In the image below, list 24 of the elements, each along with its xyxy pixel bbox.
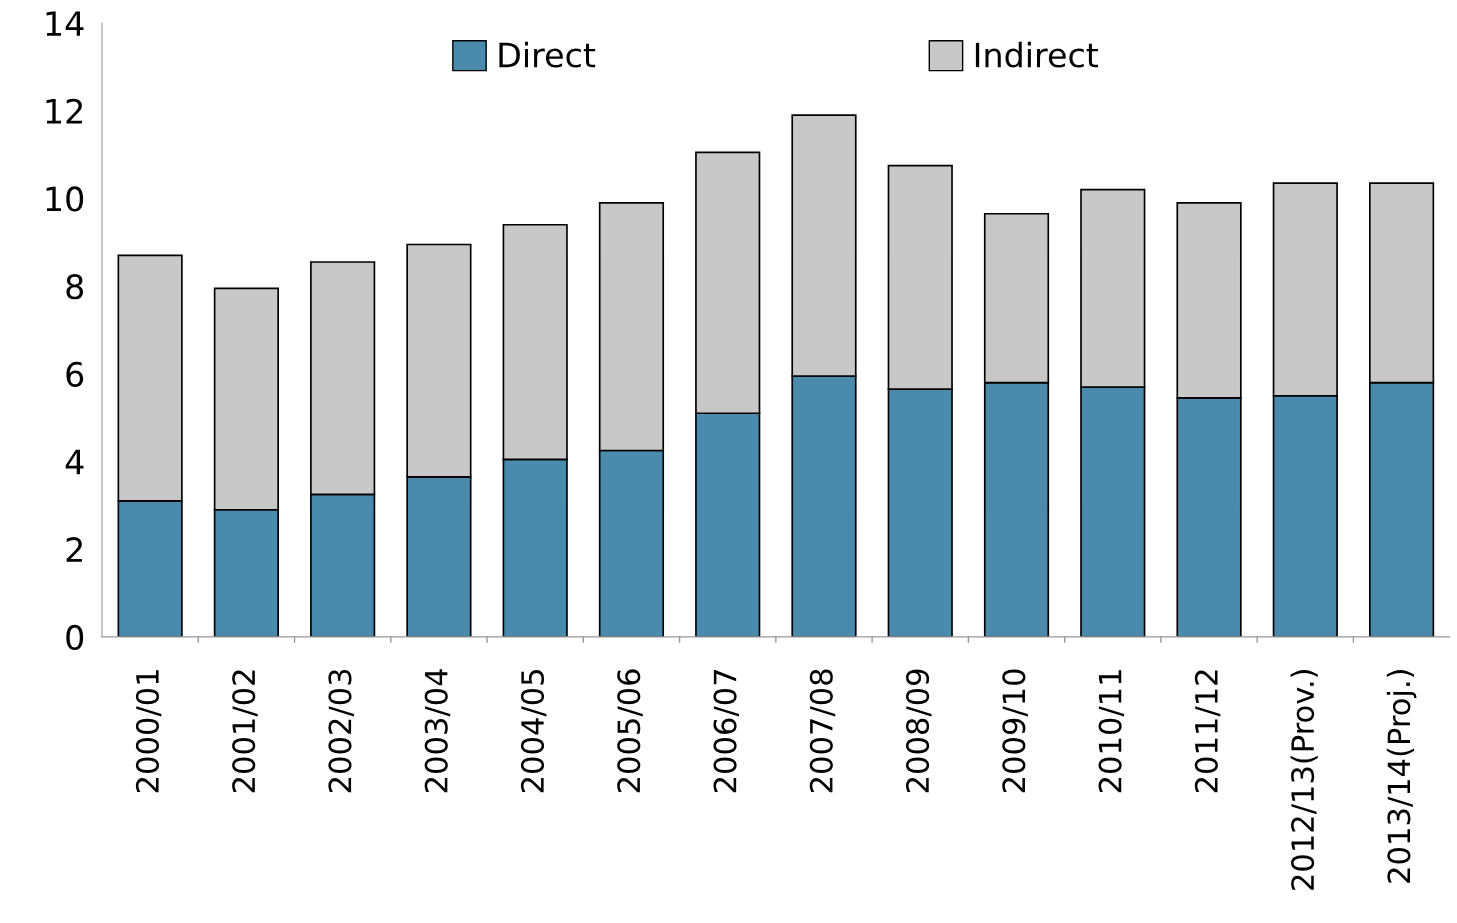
x-tick-label: 2010/11 (1098, 670, 1125, 793)
x-tick-label: 2003/04 (424, 669, 451, 793)
y-tick-label: 4 (65, 449, 84, 475)
x-tick-label: 2007/08 (809, 669, 836, 793)
x-tick-label: 2011/12 (1194, 670, 1221, 793)
x-tick-label: 2001/02 (232, 670, 258, 793)
x-tick-label: 2012/13(Prov.) (1290, 670, 1318, 890)
y-tick-label: 8 (66, 274, 84, 300)
x-tick-label: 2008/09 (906, 669, 932, 793)
legend-label: Direct (499, 41, 596, 68)
x-tick-label: 2013/14(Proj.) (1386, 670, 1417, 883)
x-tick-label: 2009/10 (1002, 669, 1028, 793)
y-tick-label: 14 (46, 11, 84, 36)
y-tick-label: 12 (46, 98, 82, 124)
legend-label: Indirect (975, 41, 1099, 68)
x-tick-label: 2006/07 (713, 670, 739, 793)
x-tick-label: 2002/03 (328, 669, 354, 793)
x-tick-label: 2004/05 (520, 670, 547, 793)
y-tick-label: 2 (66, 537, 82, 562)
y-tick-label: 10 (46, 186, 84, 212)
x-tick-label: 2000/01 (135, 670, 162, 793)
y-tick-label: 0 (66, 624, 84, 651)
y-tick-label: 6 (66, 361, 84, 387)
x-tick-label: 2005/06 (617, 669, 643, 793)
